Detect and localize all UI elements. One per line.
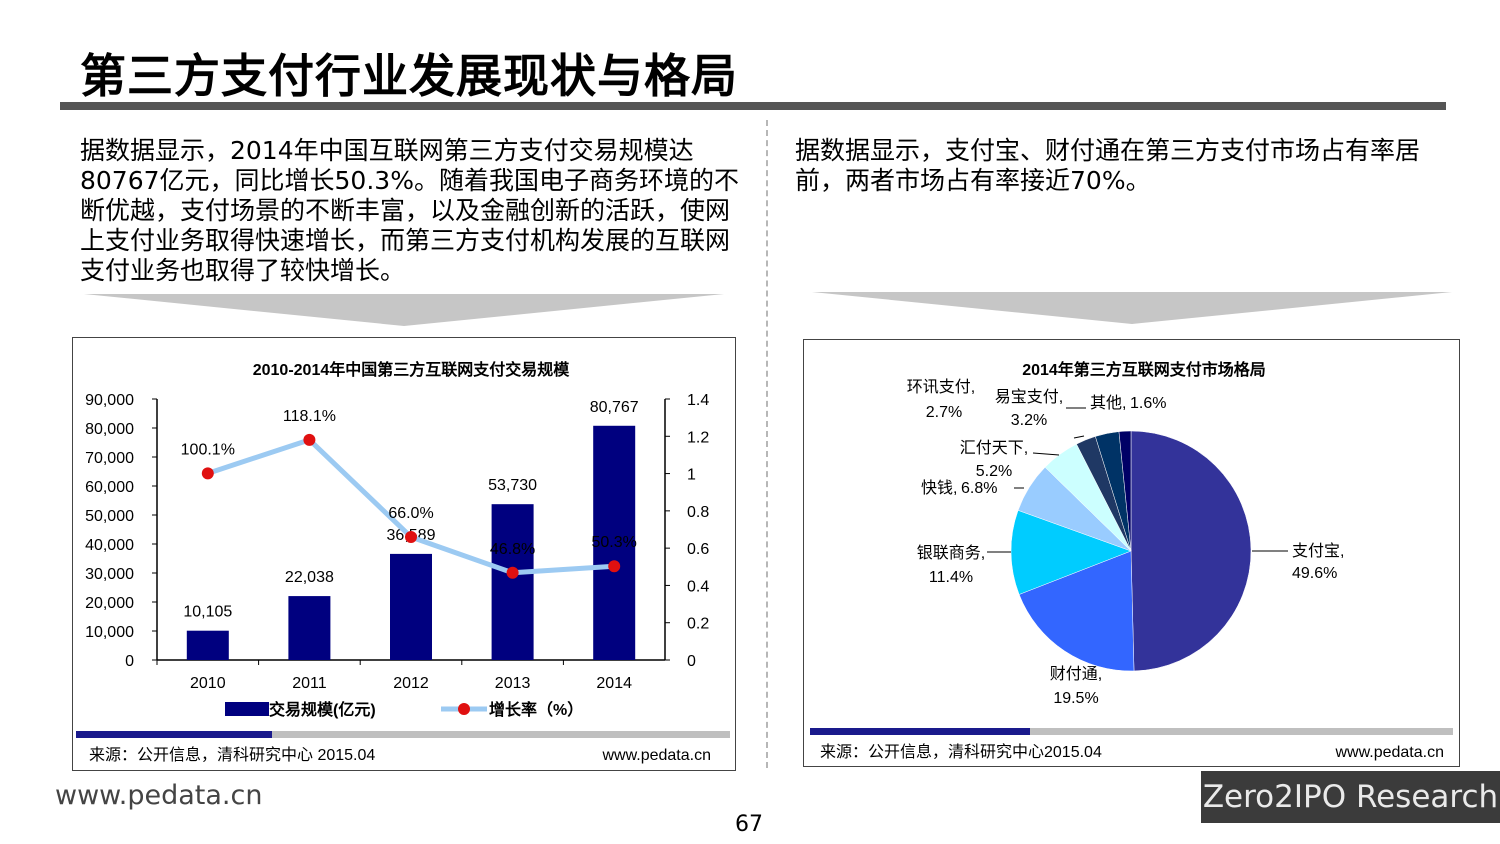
y-tick-label-left: 50,000 [85,508,134,525]
footer-bar [1030,728,1453,735]
pie-slice-value: 5.2% [976,463,1012,480]
x-tick-label: 2013 [495,675,531,692]
pie-slice-value: 3.2% [1011,412,1047,429]
bar-value-label: 80,767 [590,399,639,416]
growth-point [405,530,417,543]
growth-value-label: 46.8% [490,541,535,558]
pie-slice-name: 财付通, [1050,665,1102,683]
legend-swatch-point [458,703,470,715]
legend-label-line: 增长率（%） [489,700,583,719]
y-tick-label-left: 10,000 [85,624,134,641]
pie-slice-name: 环讯支付, [907,378,975,396]
pie-slice [1018,550,1135,672]
bar-value-label: 53,730 [488,477,537,494]
pie-slice-name: 易宝支付, [995,388,1063,406]
title-rule [60,102,1446,110]
pie-slice-name: 支付宝, [1292,542,1344,560]
pie-chart-panel: 2014年第三方互联网支付市场格局支付宝, 49.6% 财付通, 19.5% 银联商务,… [803,339,1460,767]
bar-value-label: 10,105 [183,604,232,621]
pie-slice-value: 11.4% [929,569,973,586]
growth-value-label: 66.0% [388,505,433,522]
x-tick-label: 2011 [292,675,327,692]
y-tick-label-left: 90,000 [85,392,134,409]
page-title: 第三方支付行业发展现状与格局 [80,49,738,103]
growth-point [201,467,214,480]
y-tick-label-right: 0 [687,653,696,670]
chart-source: 来源：公开信息，清科研究中心2015.04 [820,743,1102,761]
growth-point [303,433,316,446]
page-number: 67 [735,812,763,837]
y-tick-label-left: 30,000 [85,566,134,583]
pie-slice [1130,430,1252,672]
y-tick-label-right: 0.2 [687,616,709,633]
y-tick-label-right: 0.6 [687,541,709,558]
right-arrow-banner [812,292,1452,324]
bar-line-chart: 2010-2014年中国第三方互联网支付交易规模 0 10,000 20,000 30,… [76,360,730,764]
pie-slice [1118,430,1132,552]
pie-leader-line [1073,435,1085,439]
pie-slice-value: 49.6% [1292,565,1337,582]
y-tick-label-right: 1 [687,467,696,484]
pie-slice-value: 2.7% [926,404,962,421]
growth-value-label: 50.3% [592,534,637,551]
y-tick-label-left: 20,000 [85,595,134,612]
x-tick-label: 2014 [596,675,632,692]
x-tick-label: 2010 [190,675,226,692]
bar [491,504,534,660]
column-divider [766,120,768,768]
pie-slice-value: 1.6% [1130,395,1166,412]
y-tick-label-left: 80,000 [85,421,134,438]
pie-slice-value: 19.5% [1053,690,1098,707]
legend-label-bar: 交易规模(亿元) [269,700,376,719]
growth-point [608,560,621,573]
y-tick-label-right: 1.2 [687,429,709,446]
chart-title: 2014年第三方互联网支付市场格局 [1022,360,1266,379]
pie-leader-line [1032,452,1060,456]
pie-slice-name: 其他, [1090,394,1126,412]
y-tick-label-right: 0.8 [687,504,709,521]
footer-site-url: www.pedata.cn [55,780,263,811]
pie-slice-name: 快钱, [921,479,957,497]
pie-slice-name: 汇付天下, [960,439,1028,457]
footer-bar-accent [76,731,272,738]
chart-source: 来源：公开信息，清科研究中心 2015.04 [89,746,375,764]
bar [288,596,331,660]
pie-slice-name: 银联商务, [917,544,985,562]
bar-value-label: 22,038 [285,569,334,586]
right-description: 据数据显示，支付宝、财付通在第三方支付市场占有率居前，两者市场占有率接近70%。 [795,136,1421,195]
bar [390,553,432,660]
growth-value-label: 118.1% [283,408,336,425]
chart-title: 2010-2014年中国第三方互联网支付交易规模 [253,360,571,379]
y-tick-label-left: 70,000 [85,450,134,467]
footer-bar [272,731,730,738]
y-tick-label-right: 1.4 [687,392,709,409]
y-tick-label-right: 0.4 [687,578,709,595]
growth-value-label: 100.1% [181,441,235,458]
chart-source-url: www.pedata.cn [601,747,711,764]
bar-line-chart-panel: 2010-2014年中国第三方互联网支付交易规模 0 10,000 20,000 30,… [72,337,736,771]
chart-source-url: www.pedata.cn [1334,744,1444,761]
x-tick-label: 2012 [393,675,429,692]
left-arrow-banner [84,294,724,326]
growth-point [506,566,519,579]
y-tick-label-left: 40,000 [85,537,134,554]
pie-slice [1010,510,1132,595]
brand-logo: Zero2IPO Research [1201,771,1500,823]
bar [186,630,229,660]
bar [593,425,636,660]
y-tick-label-left: 0 [125,653,134,670]
legend-swatch-bar [225,702,269,716]
footer-bar-accent [810,728,1030,735]
pie-slice-value: 6.8% [961,480,997,497]
left-description: 据数据显示，2014年中国互联网第三方支付交易规模达80767亿元，同比增长50… [80,136,739,285]
y-tick-label-left: 60,000 [85,479,134,496]
